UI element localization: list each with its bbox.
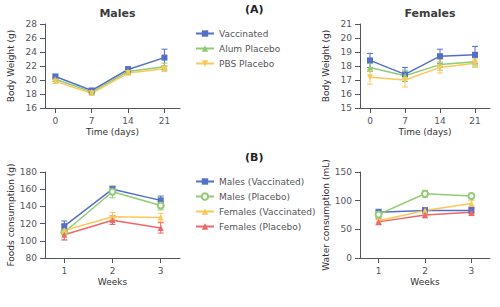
svg-text:19: 19 <box>341 47 353 57</box>
svg-text:21: 21 <box>159 116 170 126</box>
svg-text:Alum Placebo: Alum Placebo <box>219 44 281 54</box>
svg-text:Females: Females <box>404 7 456 20</box>
svg-text:Females (Placebo): Females (Placebo) <box>219 222 301 232</box>
svg-text:180: 180 <box>20 167 37 177</box>
svg-text:Males (Placebo): Males (Placebo) <box>219 192 290 202</box>
svg-text:3: 3 <box>469 266 475 276</box>
svg-text:Time (days): Time (days) <box>85 127 139 137</box>
svg-text:Males: Males <box>99 7 136 20</box>
svg-text:140: 140 <box>20 201 37 211</box>
svg-text:Weeks: Weeks <box>410 277 440 287</box>
svg-text:17: 17 <box>341 75 352 85</box>
svg-text:0: 0 <box>367 116 373 126</box>
svg-text:22: 22 <box>26 61 37 71</box>
svg-text:1: 1 <box>376 266 382 276</box>
svg-text:Foods consumption (g): Foods consumption (g) <box>6 164 16 267</box>
svg-text:26: 26 <box>26 33 38 43</box>
svg-text:14: 14 <box>434 116 446 126</box>
svg-text:2: 2 <box>110 266 116 276</box>
svg-text:Vaccinated: Vaccinated <box>219 29 268 39</box>
svg-text:15: 15 <box>341 103 352 113</box>
svg-text:0: 0 <box>53 116 59 126</box>
svg-text:3: 3 <box>158 266 164 276</box>
svg-text:18: 18 <box>26 89 38 99</box>
svg-text:7: 7 <box>402 116 408 126</box>
svg-text:100: 100 <box>335 196 352 206</box>
svg-text:Males (Vaccinated): Males (Vaccinated) <box>219 177 304 187</box>
svg-text:80: 80 <box>26 253 38 263</box>
svg-text:120: 120 <box>20 219 37 229</box>
svg-text:28: 28 <box>26 19 38 29</box>
svg-text:20: 20 <box>341 33 353 43</box>
svg-text:0: 0 <box>346 253 352 263</box>
svg-text:Females (Vaccinated): Females (Vaccinated) <box>219 207 315 217</box>
svg-text:Water consumption (mL): Water consumption (mL) <box>321 159 331 270</box>
svg-text:16: 16 <box>341 89 353 99</box>
svg-text:18: 18 <box>341 61 353 71</box>
svg-text:14: 14 <box>122 116 134 126</box>
svg-text:160: 160 <box>20 184 37 194</box>
svg-text:21: 21 <box>469 116 480 126</box>
svg-text:150: 150 <box>335 167 352 177</box>
svg-text:50: 50 <box>341 224 353 234</box>
svg-text:21: 21 <box>341 19 352 29</box>
svg-text:2: 2 <box>422 266 428 276</box>
svg-text:100: 100 <box>20 236 37 246</box>
svg-text:PBS Placebo: PBS Placebo <box>219 59 275 69</box>
svg-text:Time (days): Time (days) <box>397 127 451 137</box>
svg-text:Weeks: Weeks <box>98 277 128 287</box>
svg-text:24: 24 <box>26 47 38 57</box>
svg-text:1: 1 <box>61 266 67 276</box>
svg-text:7: 7 <box>89 116 95 126</box>
svg-text:20: 20 <box>26 75 38 85</box>
svg-text:Body Weight (g): Body Weight (g) <box>321 30 331 103</box>
svg-text:(A): (A) <box>245 3 264 16</box>
svg-text:(B): (B) <box>245 151 263 164</box>
svg-text:Body Weight (g): Body Weight (g) <box>6 30 16 103</box>
svg-text:16: 16 <box>26 103 38 113</box>
